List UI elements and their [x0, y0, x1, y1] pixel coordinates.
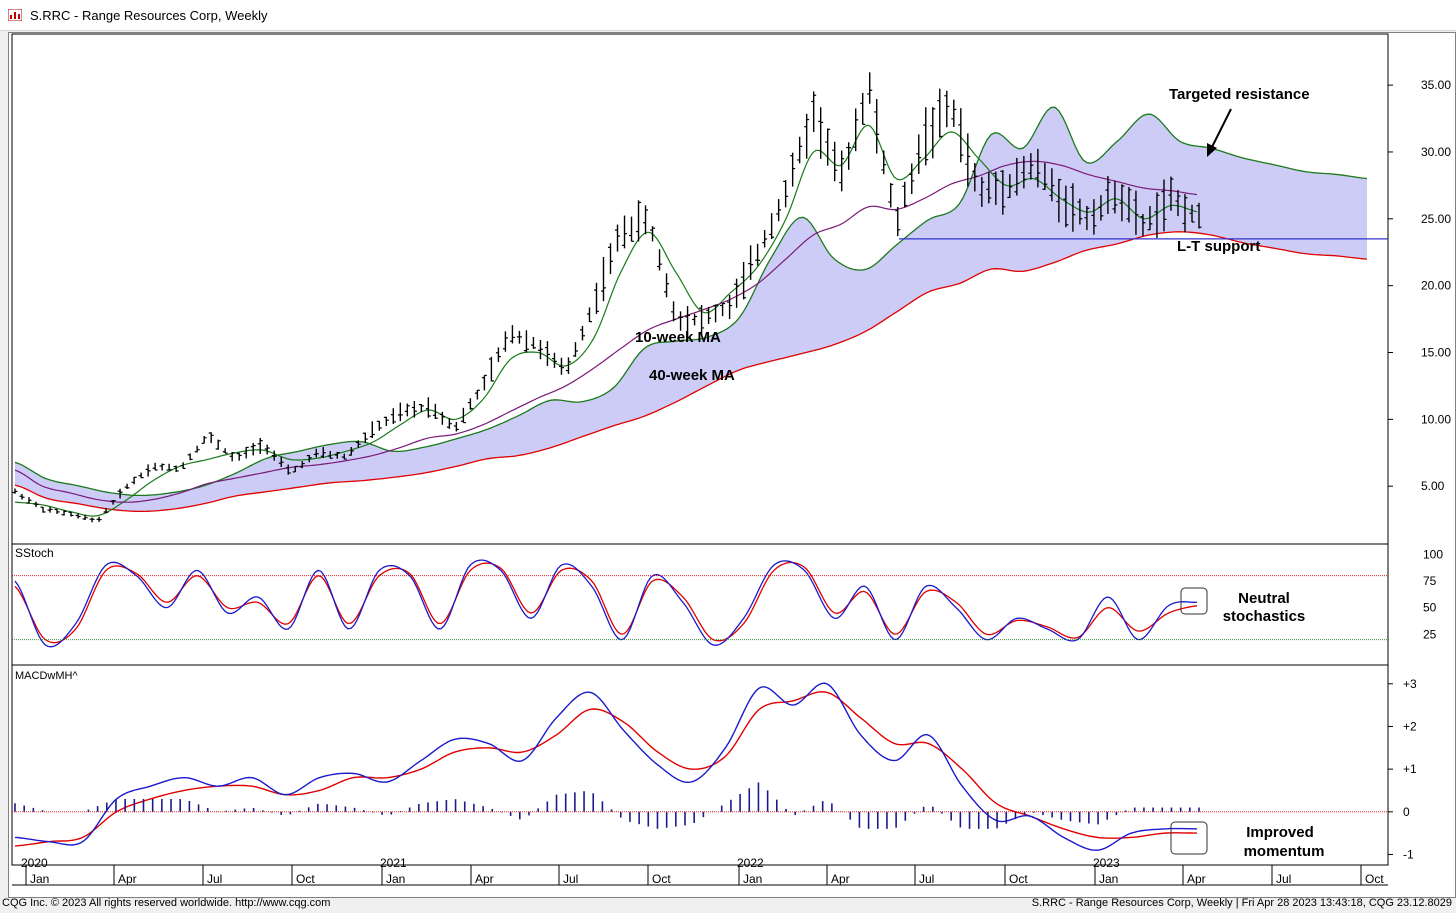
month-label: Apr [831, 872, 850, 886]
indicator-lines [14, 124, 1198, 851]
ma10-label: 10-week MA [635, 329, 721, 346]
stoch-tick-label: 25 [1423, 627, 1437, 641]
macd-tick-label: +3 [1403, 677, 1417, 691]
month-label: Oct [652, 872, 671, 886]
ma10-line [14, 124, 1198, 517]
price-tick-label: 35.00 [1421, 78, 1451, 92]
macd-tick-label: +2 [1403, 719, 1417, 733]
stoch-k-line [14, 559, 1198, 648]
window-title: S.RRC - Range Resources Corp, Weekly [30, 8, 268, 23]
price-bars [12, 72, 1202, 829]
ma40-label: 40-week MA [649, 367, 735, 384]
macd-signal-line [14, 691, 1197, 847]
neutral-label-1: Neutral [1238, 590, 1290, 607]
macd-tick-label: +1 [1403, 762, 1417, 776]
price-tick-label: 20.00 [1421, 279, 1451, 293]
price-panel[interactable] [11, 33, 1389, 545]
month-label: Oct [1009, 872, 1028, 886]
window-titlebar: S.RRC - Range Resources Corp, Weekly [0, 0, 1456, 31]
price-tick-label: 30.00 [1421, 145, 1451, 159]
chart-window[interactable]: 35.00 30.00 25.00 20.00 15.00 10.00 5.00 100 75 5… [8, 32, 1456, 898]
stoch-highlight-box [1180, 587, 1208, 615]
year-label: 2023 [1093, 856, 1120, 870]
cloud-upper-line [14, 106, 1368, 497]
status-info: S.RRC - Range Resources Corp, Weekly | F… [1031, 897, 1452, 909]
price-tick-label: 5.00 [1421, 479, 1445, 493]
macd-title: MACDwMH^ [15, 670, 78, 682]
resistance-arrow [1210, 108, 1232, 150]
month-label: Apr [118, 872, 137, 886]
month-label: Jan [1099, 872, 1118, 886]
macd-line [14, 682, 1198, 851]
macd-tick-label: -1 [1403, 847, 1414, 861]
stoch-tick-label: 50 [1423, 601, 1437, 615]
price-tick-label: 15.00 [1421, 346, 1451, 360]
month-label: Jul [919, 872, 934, 886]
month-label: Jul [563, 872, 578, 886]
month-label: Jul [207, 872, 222, 886]
macd-tick-label: 0 [1403, 805, 1410, 819]
stoch-panel[interactable] [11, 543, 1389, 666]
month-label: Jan [30, 872, 49, 886]
month-label: Oct [296, 872, 315, 886]
month-label: Oct [1365, 872, 1384, 886]
ma40-line [14, 160, 1198, 503]
cqg-app-icon [8, 9, 22, 21]
month-label: Apr [1187, 872, 1206, 886]
macd-panel[interactable] [11, 664, 1389, 866]
stoch-title: SStoch [15, 546, 54, 560]
year-label: 2021 [380, 856, 407, 870]
year-label: 2022 [737, 856, 764, 870]
macd-highlight-box [1170, 821, 1208, 855]
status-copyright: CQG Inc. © 2023 All rights reserved worl… [2, 897, 331, 909]
month-label: Jan [386, 872, 405, 886]
month-label: Jul [1276, 872, 1291, 886]
cloud-lower-line [14, 231, 1368, 513]
stoch-tick-label: 75 [1423, 574, 1437, 588]
price-tick-label: 25.00 [1421, 212, 1451, 226]
month-label: Jan [743, 872, 762, 886]
improved-label-1: Improved [1246, 824, 1314, 841]
month-label: Apr [475, 872, 494, 886]
lt-support-label: L-T support [1177, 238, 1260, 255]
price-tick-label: 10.00 [1421, 412, 1451, 426]
neutral-label-2: stochastics [1223, 608, 1306, 625]
resistance-arrowhead [1207, 143, 1217, 157]
stoch-tick-label: 100 [1423, 547, 1443, 561]
chart-canvas[interactable]: 35.00 30.00 25.00 20.00 15.00 10.00 5.00 100 75 5… [9, 33, 1455, 897]
year-label: 2020 [21, 856, 48, 870]
targeted-resistance-label: Targeted resistance [1169, 86, 1310, 103]
annotations [899, 108, 1388, 855]
improved-label-2: momentum [1244, 843, 1325, 860]
cloud-fill [15, 107, 1367, 512]
ichimoku-cloud [14, 106, 1368, 513]
axes: 35.00 30.00 25.00 20.00 15.00 10.00 5.00 100 75 5… [12, 78, 1451, 886]
